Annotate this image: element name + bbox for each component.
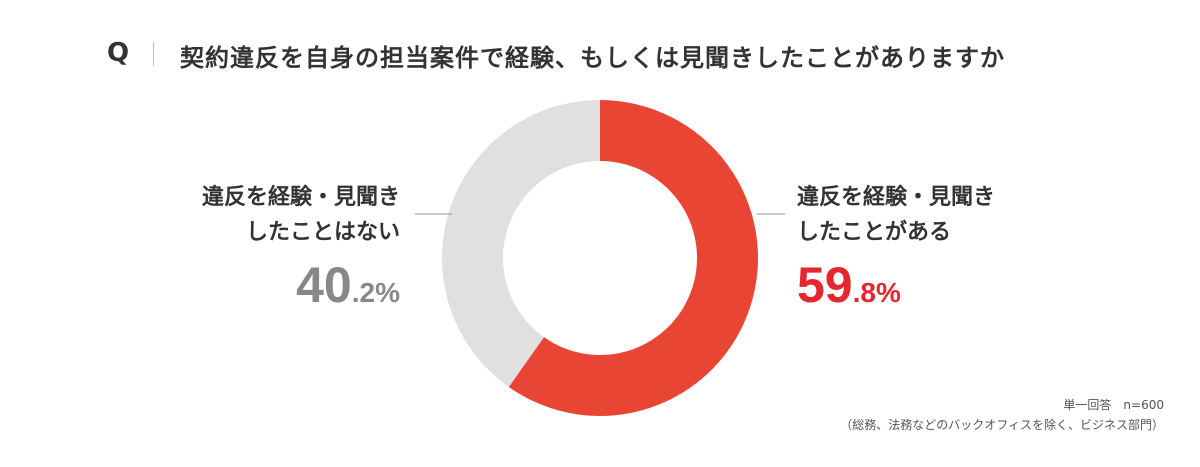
value-label: 40.2% bbox=[296, 257, 400, 313]
question-mark: Q bbox=[107, 38, 130, 68]
value-label: 59.8% bbox=[797, 257, 901, 313]
donut-slice bbox=[508, 100, 758, 417]
category-label: 違反を経験・見聞きしたことはない bbox=[201, 185, 400, 245]
chart-title: 契約違反を自身の担当案件で経験、もしくは見聞きしたことがありますか bbox=[180, 44, 1005, 72]
separator bbox=[153, 42, 154, 66]
donut-slice bbox=[441, 100, 600, 387]
category-label: 違反を経験・見聞きしたことがある bbox=[797, 185, 996, 245]
note: 単一回答 n=600 bbox=[1063, 398, 1164, 412]
note: （総務、法務などのバックオフィスを除く、ビジネス部門） bbox=[840, 418, 1164, 432]
